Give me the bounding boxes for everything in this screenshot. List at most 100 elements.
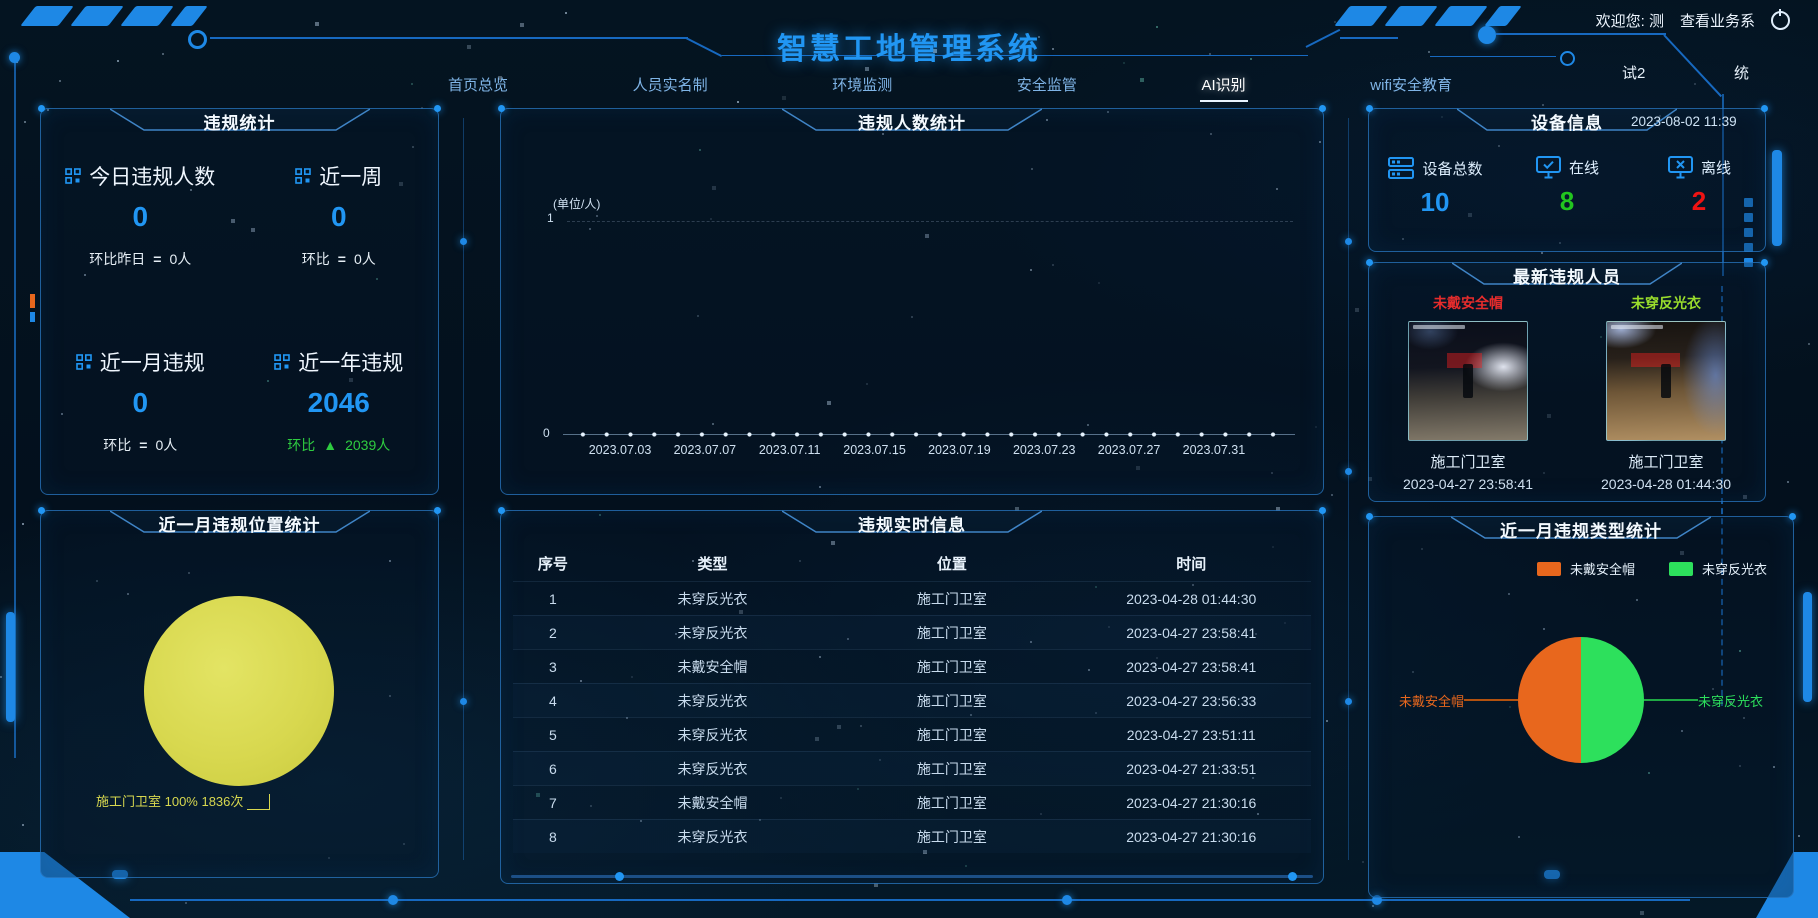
panel-device-info: 设备信息 2023-08-02 11:39 设备总数 10 在线 8 离线 2: [1368, 108, 1766, 252]
callout-connector-line: [247, 794, 270, 810]
tab-safety[interactable]: 安全监管: [1015, 72, 1079, 102]
metric-total-devices: 设备总数 10: [1369, 155, 1501, 218]
main-nav: 首页总览 人员实名制 环境监测 安全监管 AI识别 wifi安全教育: [420, 72, 1480, 102]
x-tick: 2023.07.07: [665, 443, 745, 457]
table-row: 3 未戴安全帽 施工门卫室 2023-04-27 23:58:41: [513, 649, 1311, 683]
tab-environment[interactable]: 环境监测: [830, 72, 894, 102]
violation-tag: 未戴安全帽: [1369, 293, 1567, 313]
cell-type: 未穿反光衣: [593, 589, 832, 609]
stat-compare: 环比 = 0人: [240, 249, 439, 269]
floating-label-b: 统: [1734, 62, 1749, 83]
stat-value: 0: [41, 387, 240, 419]
panel-title: 违规统计: [110, 109, 370, 134]
x-tick: 2023.07.23: [1004, 443, 1084, 457]
cell-index: 4: [513, 693, 593, 709]
panel-title: 违规人数统计: [782, 109, 1042, 134]
metric-value: 10: [1369, 187, 1501, 218]
table-row: 7 未戴安全帽 施工门卫室 2023-04-27 21:30:16: [513, 785, 1311, 819]
qr-icon: [295, 168, 311, 184]
detection-box: [1631, 353, 1681, 367]
cell-location: 施工门卫室: [832, 759, 1071, 779]
x-tick: 2023.07.27: [1089, 443, 1169, 457]
cell-location: 施工门卫室: [832, 827, 1071, 847]
floating-label-a: 试2: [1622, 62, 1645, 83]
frame-tick-blue: [30, 312, 35, 322]
violator-card[interactable]: 未戴安全帽 施工门卫室 2023-04-27 23:58:41: [1369, 293, 1567, 492]
panel-title: 最新违规人员: [1452, 263, 1682, 288]
metric-label: 在线: [1569, 157, 1599, 178]
stat-year: 近一年违规 2046 环比 ▲ 2039人: [240, 347, 439, 455]
stat-value: 0: [240, 201, 439, 233]
power-icon[interactable]: [1771, 11, 1790, 30]
tab-home-overview[interactable]: 首页总览: [446, 72, 510, 102]
scrollbar[interactable]: [511, 875, 1313, 878]
cell-location: 施工门卫室: [832, 691, 1071, 711]
page-title: 智慧工地管理系统: [0, 24, 1818, 68]
cctv-snapshot[interactable]: [1606, 321, 1726, 441]
cell-type: 未戴安全帽: [593, 793, 832, 813]
cell-time: 2023-04-27 21:33:51: [1072, 761, 1311, 777]
table-row: 4 未穿反光衣 施工门卫室 2023-04-27 23:56:33: [513, 683, 1311, 717]
cell-type: 未穿反光衣: [593, 827, 832, 847]
col-index: 序号: [513, 553, 593, 574]
x-axis-labels: 2023.07.03 2023.07.07 2023.07.11 2023.07…: [580, 443, 1254, 457]
frame-node: [460, 238, 467, 245]
type-pie-chart[interactable]: [1518, 637, 1644, 763]
monitor-x-icon: [1667, 155, 1694, 180]
col-time: 时间: [1072, 553, 1311, 574]
legend-swatch-orange: [1537, 562, 1561, 576]
frame-line: [463, 118, 464, 860]
frame-line: [14, 58, 16, 758]
pie-legend: 未戴安全帽 未穿反光衣: [1537, 559, 1767, 578]
violation-location: 施工门卫室: [1567, 451, 1765, 472]
cell-type: 未穿反光衣: [593, 691, 832, 711]
panel-title: 违规实时信息: [782, 511, 1042, 536]
metric-label: 设备总数: [1422, 158, 1482, 179]
table-row: 6 未穿反光衣 施工门卫室 2023-04-27 21:33:51: [513, 751, 1311, 785]
frame-bar: [1772, 150, 1782, 246]
frame-bar: [6, 612, 15, 722]
table-row: 1 未穿反光衣 施工门卫室 2023-04-28 01:44:30: [513, 581, 1311, 615]
stat-compare: 环比昨日 = 0人: [41, 249, 240, 269]
legend-item-vest[interactable]: 未穿反光衣: [1669, 559, 1767, 578]
location-pie-chart[interactable]: [144, 596, 334, 786]
stat-label: 近一年违规: [298, 347, 403, 377]
panel-notch: 违规统计: [110, 108, 370, 132]
cell-index: 2: [513, 625, 593, 641]
leader-line-green: [1644, 699, 1698, 701]
qr-icon: [274, 354, 290, 370]
legend-swatch-green: [1669, 562, 1693, 576]
cell-index: 1: [513, 591, 593, 607]
cell-index: 7: [513, 795, 593, 811]
type-pie-row: 未戴安全帽 未穿反光衣: [1369, 637, 1793, 763]
legend-item-helmet[interactable]: 未戴安全帽: [1537, 559, 1635, 578]
person-silhouette: [1661, 364, 1670, 397]
stat-week: 近一周 0 环比 = 0人: [240, 161, 439, 269]
cell-time: 2023-04-27 21:30:16: [1072, 829, 1311, 845]
trend-up-icon: ▲: [323, 437, 337, 453]
stat-value: 2046: [240, 387, 439, 419]
x-tick: 2023.07.19: [919, 443, 999, 457]
violation-location: 施工门卫室: [1369, 451, 1567, 472]
cell-type: 未穿反光衣: [593, 759, 832, 779]
cell-index: 5: [513, 727, 593, 743]
pie-callout: 施工门卫室 100% 1836次: [96, 791, 270, 810]
violator-card[interactable]: 未穿反光衣 施工门卫室 2023-04-28 01:44:30: [1567, 293, 1765, 492]
tab-wifi-education[interactable]: wifi安全教育: [1368, 72, 1454, 102]
pie-label-helmet: 未戴安全帽: [1399, 691, 1464, 710]
violation-tag: 未穿反光衣: [1567, 293, 1765, 313]
frame-bar: [1803, 592, 1812, 702]
cell-type: 未戴安全帽: [593, 657, 832, 677]
stat-grid: 今日违规人数 0 环比昨日 = 0人 近一周 0 环比 = 0人 近一月违规 0 环比 =…: [41, 161, 438, 455]
business-system-link[interactable]: 查看业务系: [1680, 10, 1755, 31]
tab-ai-recognition[interactable]: AI识别: [1200, 72, 1248, 102]
table-row: 5 未穿反光衣 施工门卫室 2023-04-27 23:51:11: [513, 717, 1311, 751]
tab-personnel[interactable]: 人员实名制: [631, 72, 710, 102]
pie-callout-label: 施工门卫室 100% 1836次: [96, 791, 243, 810]
col-type: 类型: [593, 553, 832, 574]
col-location: 位置: [832, 553, 1071, 574]
leader-line-orange: [1464, 699, 1518, 701]
cctv-snapshot[interactable]: [1408, 321, 1528, 441]
panel-title: 近一月违规类型统计: [1451, 517, 1711, 542]
cell-location: 施工门卫室: [832, 793, 1071, 813]
